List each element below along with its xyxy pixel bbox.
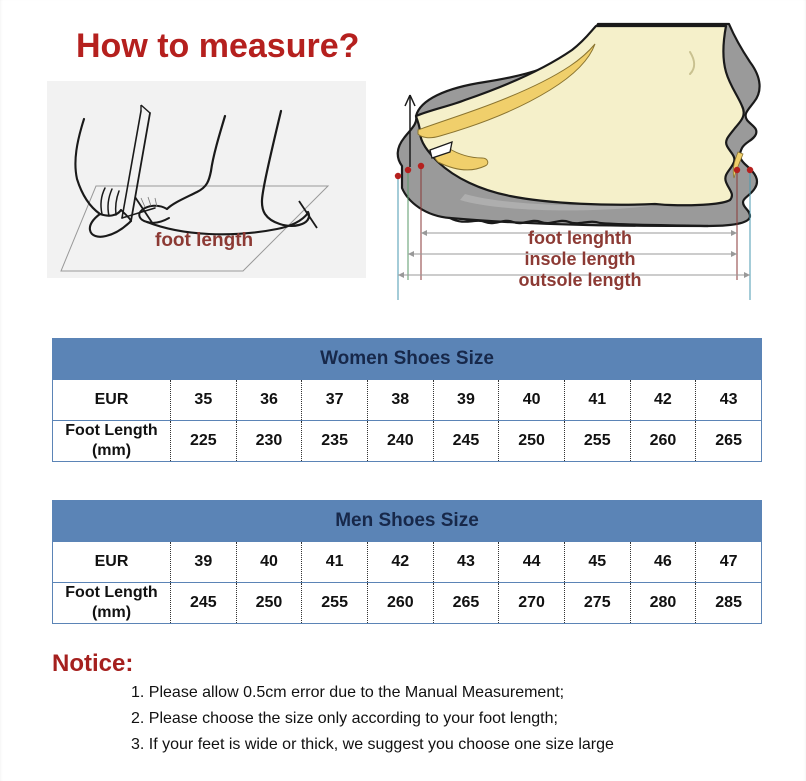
svg-text:foot lenghth: foot lenghth bbox=[528, 228, 632, 248]
svg-text:outsole length: outsole length bbox=[519, 270, 642, 290]
svg-text:insole length: insole length bbox=[524, 249, 635, 269]
svg-text:foot length: foot length bbox=[155, 230, 253, 251]
